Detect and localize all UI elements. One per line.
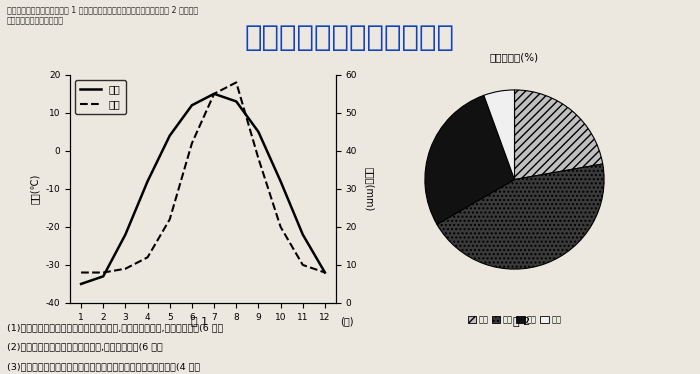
Text: 图 2: 图 2 — [513, 316, 530, 326]
Wedge shape — [514, 90, 603, 180]
Text: (1)叶尼塞河流程及降水量不及密西西比河,但径流量较其大,试分析原因。(6 分）: (1)叶尼塞河流程及降水量不及密西西比河,但径流量较其大,试分析原因。(6 分） — [7, 324, 223, 332]
降水 — [77, 270, 85, 275]
气温 — [144, 179, 152, 184]
X-axis label: (月): (月) — [340, 317, 354, 327]
气温 — [321, 270, 329, 275]
Text: 河冬春季径流量有所增加。图 1 为叶尼塞河多年气候资料平均值示意图，图 2 为叶尼塞: 河冬春季径流量有所增加。图 1 为叶尼塞河多年气候资料平均值示意图，图 2 为叶… — [7, 6, 198, 15]
降水 — [298, 263, 307, 267]
Legend: 气温, 降水: 气温, 降水 — [75, 80, 125, 114]
气温 — [276, 179, 285, 184]
气温 — [99, 274, 108, 279]
降水 — [165, 217, 174, 221]
降水 — [276, 225, 285, 229]
气温 — [121, 232, 130, 237]
Text: 河季节径流量占比示意图。: 河季节径流量占比示意图。 — [7, 17, 64, 26]
气温 — [77, 282, 85, 286]
气温 — [188, 103, 196, 107]
Text: (2)指出叶尼塞河最主要的补给方式,并说明理由。(6 分）: (2)指出叶尼塞河最主要的补给方式,并说明理由。(6 分） — [7, 342, 162, 351]
降水 — [321, 270, 329, 275]
降水 — [210, 92, 218, 96]
Text: (3)分析因全球气候变暖叶尼塞河冬春季径流量增加的可能原因。(4 分）: (3)分析因全球气候变暖叶尼塞河冬春季径流量增加的可能原因。(4 分） — [7, 363, 200, 372]
Line: 降水: 降水 — [81, 82, 325, 273]
Legend: 春季, 夏季, 秋季, 冬季: 春季, 夏季, 秋季, 冬季 — [465, 312, 564, 328]
降水 — [144, 255, 152, 260]
Y-axis label: 气温(℃): 气温(℃) — [30, 174, 40, 204]
气温 — [210, 92, 218, 96]
降水 — [99, 270, 108, 275]
Text: 图 1: 图 1 — [191, 316, 208, 326]
降水 — [121, 266, 130, 271]
降水 — [232, 80, 241, 85]
Wedge shape — [484, 90, 514, 180]
气温 — [254, 130, 262, 134]
降水 — [188, 141, 196, 145]
Wedge shape — [425, 95, 514, 224]
Text: 微信公众号关注：趋找答案: 微信公众号关注：趋找答案 — [245, 24, 455, 52]
Wedge shape — [437, 164, 604, 269]
Title: 径流量占比(%): 径流量占比(%) — [490, 53, 539, 62]
气温 — [232, 99, 241, 104]
气温 — [298, 232, 307, 237]
Y-axis label: 降水量(mm): 降水量(mm) — [364, 167, 374, 211]
Line: 气温: 气温 — [81, 94, 325, 284]
气温 — [165, 134, 174, 138]
降水 — [254, 156, 262, 161]
